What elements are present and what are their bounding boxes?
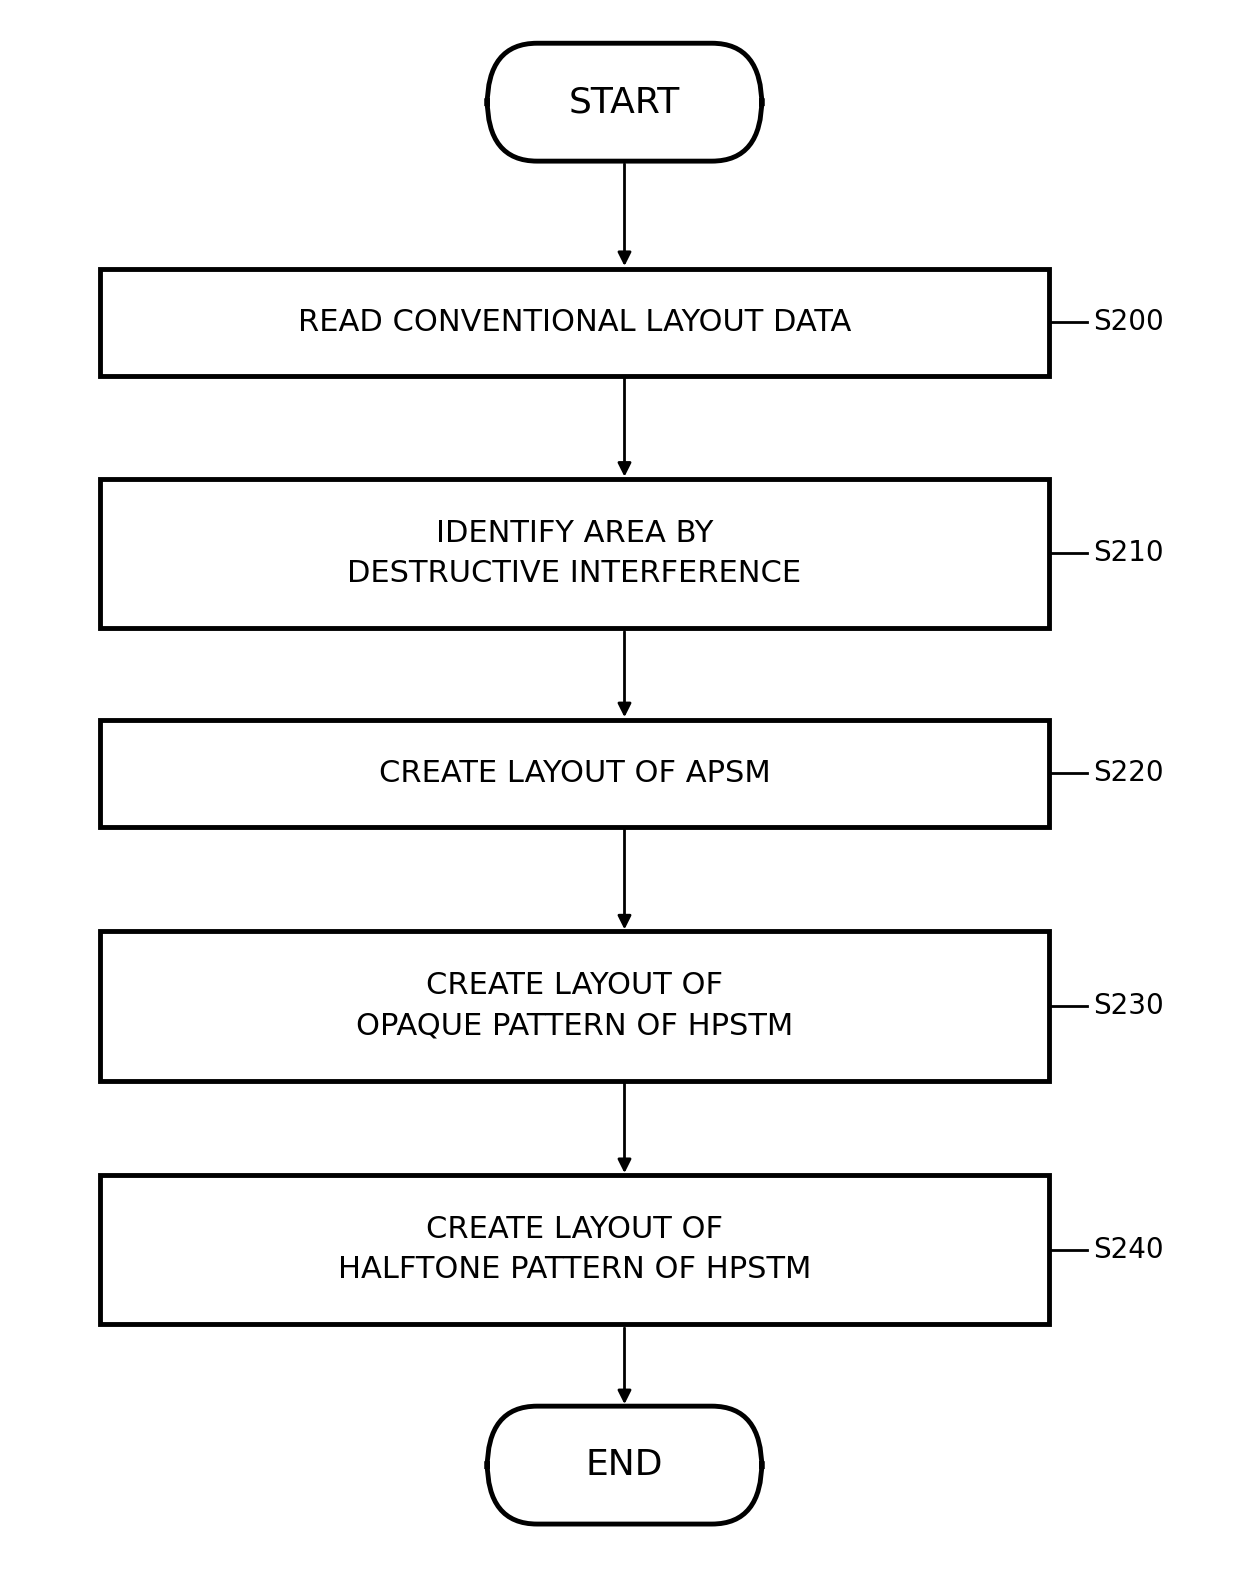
FancyBboxPatch shape [100,269,1049,376]
Text: S200: S200 [1093,308,1164,336]
FancyBboxPatch shape [100,931,1049,1082]
Text: IDENTIFY AREA BY
DESTRUCTIVE INTERFERENCE: IDENTIFY AREA BY DESTRUCTIVE INTERFERENC… [347,519,802,588]
Text: CREATE LAYOUT OF
HALFTONE PATTERN OF HPSTM: CREATE LAYOUT OF HALFTONE PATTERN OF HPS… [337,1215,812,1284]
Text: S240: S240 [1093,1236,1164,1264]
FancyBboxPatch shape [100,478,1049,627]
Text: READ CONVENTIONAL LAYOUT DATA: READ CONVENTIONAL LAYOUT DATA [297,308,852,336]
Text: END: END [586,1448,663,1482]
Text: S230: S230 [1093,992,1164,1020]
Text: CREATE LAYOUT OF
OPAQUE PATTERN OF HPSTM: CREATE LAYOUT OF OPAQUE PATTERN OF HPSTM [356,971,793,1041]
FancyBboxPatch shape [487,1405,762,1525]
Text: START: START [568,85,681,119]
Text: S210: S210 [1093,539,1164,567]
FancyBboxPatch shape [100,720,1049,827]
Text: S220: S220 [1093,759,1164,788]
FancyBboxPatch shape [100,1176,1049,1324]
Text: CREATE LAYOUT OF APSM: CREATE LAYOUT OF APSM [378,759,771,788]
FancyBboxPatch shape [487,42,762,160]
